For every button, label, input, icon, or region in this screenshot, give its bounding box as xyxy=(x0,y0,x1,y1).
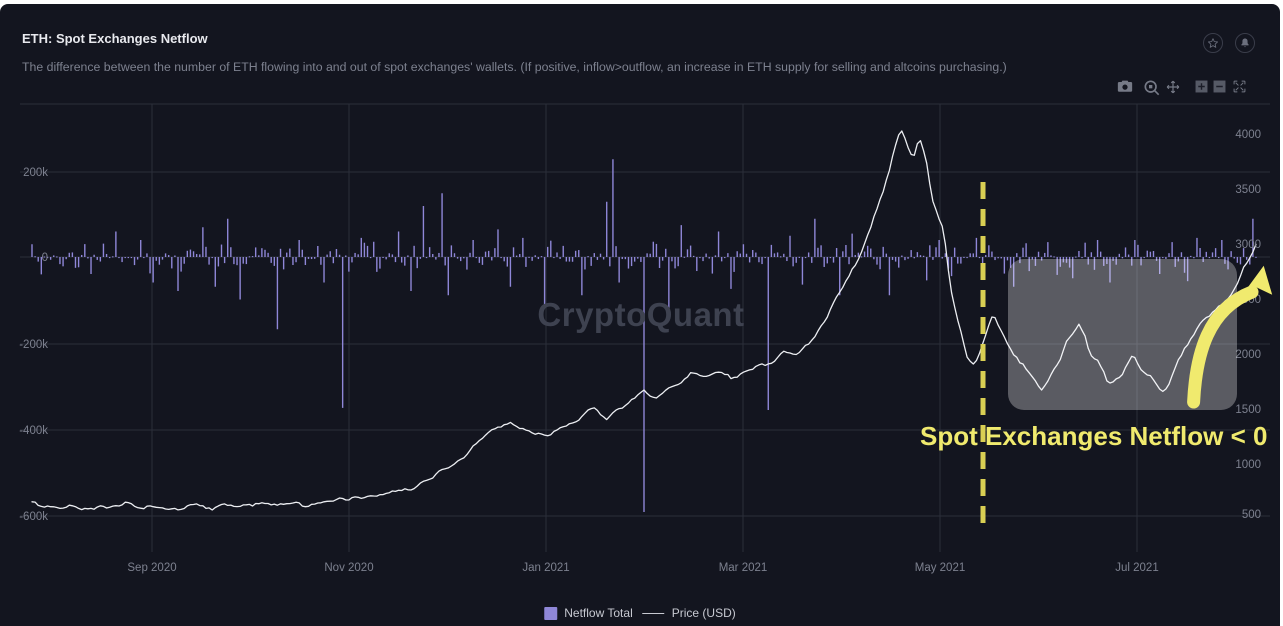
svg-text:4000: 4000 xyxy=(1235,129,1261,141)
svg-text:3000: 3000 xyxy=(1235,239,1261,251)
svg-text:Jan 2021: Jan 2021 xyxy=(522,562,569,574)
svg-text:0: 0 xyxy=(42,252,48,264)
svg-text:CryptoQuant: CryptoQuant xyxy=(537,296,744,333)
svg-text:Sep 2020: Sep 2020 xyxy=(127,562,176,574)
svg-text:Spot Exchanges Netflow < 0: Spot Exchanges Netflow < 0 xyxy=(920,421,1267,451)
svg-text:2000: 2000 xyxy=(1235,349,1261,361)
svg-text:Jul 2021: Jul 2021 xyxy=(1115,562,1158,574)
svg-text:1000: 1000 xyxy=(1235,459,1261,471)
svg-text:500: 500 xyxy=(1242,509,1261,521)
svg-text:-200k: -200k xyxy=(19,339,48,351)
svg-text:May 2021: May 2021 xyxy=(915,562,966,574)
svg-text:Nov 2020: Nov 2020 xyxy=(324,562,373,574)
svg-text:Mar 2021: Mar 2021 xyxy=(719,562,768,574)
svg-text:-600k: -600k xyxy=(19,511,48,523)
svg-text:1500: 1500 xyxy=(1235,404,1261,416)
svg-text:200k: 200k xyxy=(23,167,48,179)
svg-text:3500: 3500 xyxy=(1235,184,1261,196)
svg-text:-400k: -400k xyxy=(19,425,48,437)
